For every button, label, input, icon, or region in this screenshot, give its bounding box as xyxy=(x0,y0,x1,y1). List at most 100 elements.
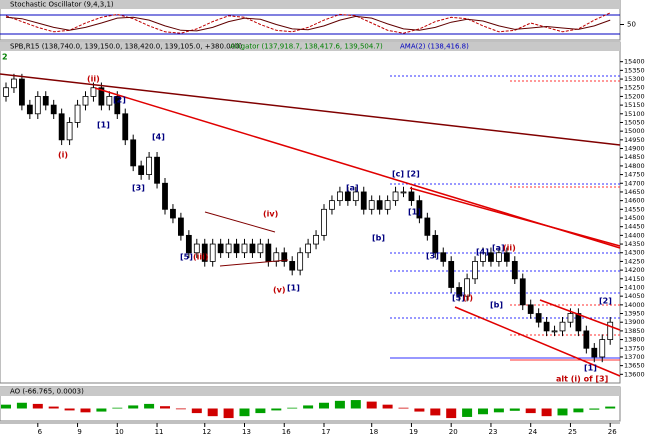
ao-bar xyxy=(112,407,123,409)
candle-body xyxy=(472,261,478,280)
candle-body xyxy=(607,321,614,340)
y-tick-label: 14550 xyxy=(624,205,645,213)
x-tick-label: 11 xyxy=(155,428,164,436)
y-tick-label: 14000 xyxy=(624,301,645,309)
candle-body xyxy=(74,104,81,123)
ao-bar xyxy=(32,403,43,409)
candle-body xyxy=(82,96,89,106)
candle-body xyxy=(305,243,312,254)
y-tick-label: 14600 xyxy=(624,197,645,205)
candle-body xyxy=(130,139,137,167)
ao-bar xyxy=(223,408,234,419)
ao-bar xyxy=(271,408,282,411)
ao-bar xyxy=(160,406,170,409)
ao-bar xyxy=(191,408,202,414)
candle-body xyxy=(448,261,455,288)
ao-bar xyxy=(382,404,393,409)
candle-body xyxy=(265,243,272,262)
ao-bar xyxy=(557,408,568,416)
y-tick-label: 14300 xyxy=(624,249,645,257)
annotation: alt (i) of [3] xyxy=(556,375,608,384)
ao-bar xyxy=(493,408,504,413)
y-tick-label: 50 xyxy=(627,21,636,29)
y-tick-label: 14850 xyxy=(624,153,645,161)
ao-bar xyxy=(589,408,600,410)
candle-body xyxy=(26,104,33,115)
ao-bar xyxy=(366,401,377,409)
ao-bar xyxy=(144,403,155,409)
y-tick-label: 15150 xyxy=(624,101,645,109)
y-tick-label: 15100 xyxy=(624,110,645,118)
x-tick-label: 16 xyxy=(282,428,291,436)
candle-body xyxy=(3,87,9,97)
stoch-header xyxy=(0,0,620,9)
candle-body xyxy=(456,287,463,297)
candle-body xyxy=(408,191,415,202)
candle-body xyxy=(344,191,351,202)
candle-body xyxy=(591,347,598,358)
candle-body xyxy=(34,96,41,115)
alligator-label: Alligator (137,918.7, 138,417.6, 139,504… xyxy=(230,43,383,51)
ao-bar xyxy=(48,406,59,409)
annotation: [a] xyxy=(346,184,359,193)
annotation: [b] xyxy=(372,234,385,243)
candle-body xyxy=(201,243,208,262)
ao-title: AO (-66.765, 0.0003) xyxy=(10,388,84,396)
y-tick-label: 14400 xyxy=(624,231,645,239)
annotation: [a] xyxy=(492,244,505,253)
annotation: (ii) xyxy=(87,75,100,84)
candle-body xyxy=(599,339,606,358)
x-tick-label: 18 xyxy=(369,428,378,436)
y-tick-label: 14450 xyxy=(624,223,645,231)
annotation: [1] xyxy=(408,208,421,217)
stoch-line xyxy=(5,15,611,32)
y-tick-label: 13950 xyxy=(624,310,645,318)
ao-bar xyxy=(175,408,186,410)
trend-line xyxy=(204,211,276,233)
candle-body xyxy=(440,252,447,262)
ao-header xyxy=(0,387,620,396)
candle-body xyxy=(122,113,129,141)
x-tick-label: 17 xyxy=(322,428,331,436)
ao-bar xyxy=(303,405,314,409)
ao-bar xyxy=(541,408,552,417)
annotation: [c] [2] xyxy=(392,170,420,179)
y-tick-label: 15400 xyxy=(624,58,645,66)
candle-body xyxy=(503,252,510,262)
candle-body xyxy=(209,243,216,262)
candle-body xyxy=(138,165,145,175)
annotation: [5] xyxy=(180,253,193,262)
candle-body xyxy=(154,156,160,184)
candle-body xyxy=(146,156,153,175)
y-tick-label: 13650 xyxy=(624,362,645,370)
annotation: [4] xyxy=(476,248,489,257)
y-tick-label: 14100 xyxy=(624,283,645,291)
ao-bar xyxy=(239,408,250,417)
y-tick-label: 14750 xyxy=(624,171,645,179)
candle-body xyxy=(18,78,25,106)
candle-body xyxy=(432,234,439,254)
x-tick-label: 9 xyxy=(77,428,81,436)
candle-body xyxy=(535,313,542,323)
y-tick-label: 15350 xyxy=(624,66,645,74)
candle-body xyxy=(360,191,367,210)
ao-bar xyxy=(207,408,218,417)
ama-label: AMA(2) (138,416.8) xyxy=(400,43,469,51)
x-tick-label: 10 xyxy=(115,428,124,436)
y-tick-label: 13700 xyxy=(624,353,645,361)
y-tick-label: 14650 xyxy=(624,188,645,196)
y-tick-label: 15000 xyxy=(624,127,645,135)
candle-body xyxy=(114,96,121,115)
y-tick-label: 14150 xyxy=(624,275,645,283)
y-tick-label: 14700 xyxy=(624,179,645,187)
y-tick-label: 15200 xyxy=(624,92,645,100)
candle-body xyxy=(384,200,391,210)
annotation: (iv) xyxy=(263,210,278,219)
y-tick-label: 14800 xyxy=(624,162,645,170)
y-tick-label: 13900 xyxy=(624,318,645,326)
candle-body xyxy=(424,217,431,236)
ao-bar xyxy=(1,404,11,409)
candle-body xyxy=(321,208,327,236)
y-tick-label: 14500 xyxy=(624,214,645,222)
